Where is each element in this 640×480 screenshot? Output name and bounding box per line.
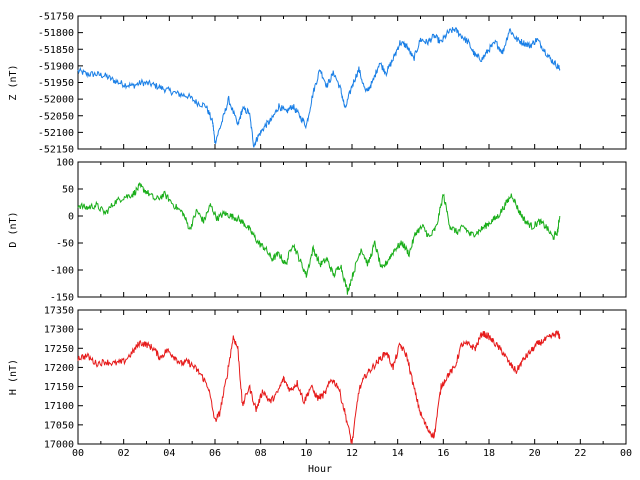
y-tick-label-h: 17350 — [44, 306, 74, 317]
panel-d: 100 50 0 -50 -100 -150 D (nT) — [8, 158, 627, 304]
y-tick-label-z: -52000 — [38, 95, 74, 106]
y-tick-label-h: 17250 — [44, 344, 74, 355]
y-tick-label-z: -52050 — [38, 111, 74, 122]
y-tick-label-z: -51850 — [38, 45, 74, 56]
y-axis-label-d: D (nT) — [8, 211, 19, 247]
y-tick-label-d: -100 — [50, 266, 74, 277]
x-tick-label: 22 — [574, 448, 586, 459]
y-tick-label-d: -150 — [50, 293, 74, 304]
y-tick-label-z: -52100 — [38, 128, 74, 139]
y-tick-label-h: 17000 — [44, 440, 74, 451]
panel-h: 17350 17300 17250 17200 17150 17100 17050 17000… — [8, 306, 627, 451]
x-tick-label: 04 — [163, 448, 175, 459]
x-axis-label: Hour — [308, 464, 332, 475]
y-tick-label-d: 100 — [56, 158, 74, 169]
x-tick-label: 20 — [529, 448, 541, 459]
y-tick-label-z: -52150 — [38, 145, 74, 156]
y-tick-label-h: 17050 — [44, 420, 74, 431]
x-tick-label: 06 — [209, 448, 221, 459]
y-tick-label-d: 50 — [62, 185, 74, 196]
x-tick-label: 08 — [255, 448, 267, 459]
y-tick-label-z: -51750 — [38, 12, 74, 23]
plot-frame-h — [77, 309, 627, 445]
y-tick-label-h: 17300 — [44, 325, 74, 336]
x-tick-label: 00 — [72, 448, 84, 459]
plot-frame-z — [77, 15, 627, 150]
y-tick-label-z: -51900 — [38, 61, 74, 72]
series-line-d — [77, 182, 561, 295]
panel-z: -51750 -51800 -51850 -51900 -51950 -52000 -520… — [8, 12, 627, 156]
x-tick-label: 16 — [437, 448, 449, 459]
y-tick-label-z: -51950 — [38, 78, 74, 89]
x-tick-label: 00 — [620, 448, 632, 459]
x-tick-label: 12 — [346, 448, 358, 459]
x-tick-label: 10 — [300, 448, 312, 459]
x-tick-label: 18 — [483, 448, 495, 459]
series-line-h — [77, 330, 561, 445]
series-line-z — [77, 26, 561, 148]
y-axis-label-h: H (nT) — [8, 359, 19, 395]
y-tick-label-z: -51800 — [38, 28, 74, 39]
x-tick-label: 02 — [118, 448, 130, 459]
y-tick-label-d: -50 — [56, 239, 74, 250]
y-tick-label-d: 0 — [68, 212, 74, 223]
y-tick-label-h: 17100 — [44, 401, 74, 412]
x-tick-label: 14 — [392, 448, 404, 459]
y-tick-label-h: 17150 — [44, 382, 74, 393]
y-tick-label-h: 17200 — [44, 363, 74, 374]
y-axis-label-z: Z (nT) — [8, 64, 19, 100]
